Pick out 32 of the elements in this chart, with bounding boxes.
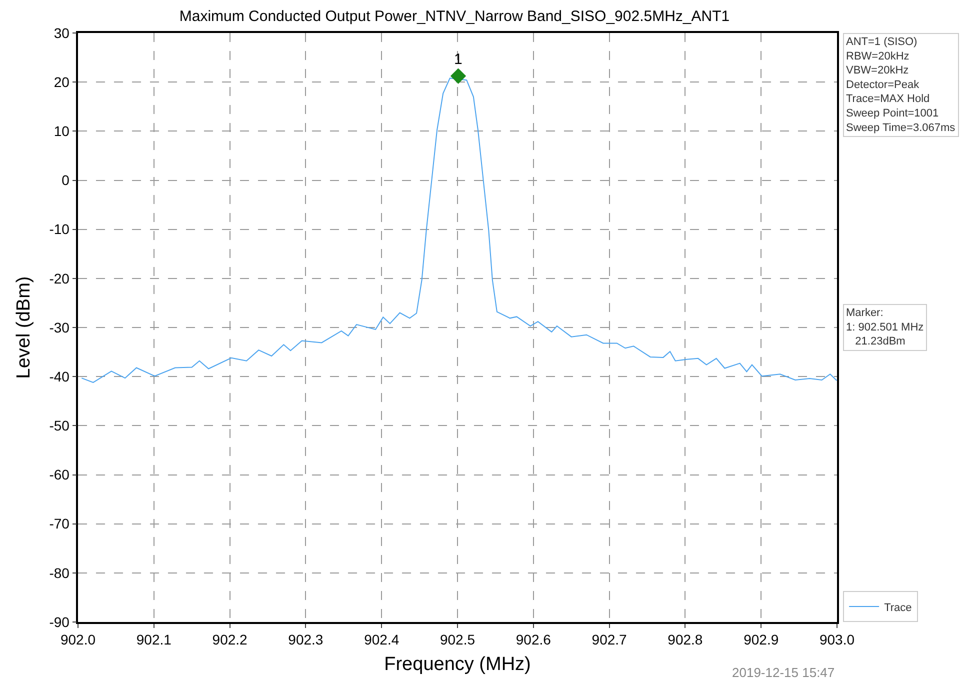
y-tick-label: 10 [54, 123, 70, 140]
x-tick-label: 902.1 [136, 632, 172, 648]
chart-title: Maximum Conducted Output Power_NTNV_Narrow Band_SISO_902.5MHz_ANT1 [179, 8, 730, 25]
text: Marker: 1: 902.501 MHz 21.23dBm [846, 307, 924, 348]
x-tick-label: 902.9 [744, 632, 779, 648]
x-tick-label: 902.6 [516, 632, 552, 648]
legend-label: Trace [884, 602, 912, 614]
x-tick-label: 902.2 [212, 632, 248, 648]
x-axis-title: Frequency (MHz) [384, 654, 531, 675]
x-tick-label: 902.7 [592, 632, 628, 648]
y-tick-label: -70 [49, 516, 70, 532]
x-tick-label: 902.3 [288, 632, 324, 648]
y-tick-label: 20 [54, 74, 70, 90]
text: 2019-12-15 15:47 [732, 665, 835, 680]
annotation: 1 [454, 51, 462, 68]
y-tick-label: -60 [49, 466, 70, 483]
y-tick-label: 0 [62, 172, 70, 188]
x-tick-label: 902.5 [440, 632, 476, 648]
y-tick-label: -80 [49, 564, 70, 581]
x-tick-label: 902.8 [668, 632, 703, 648]
y-tick-label: -40 [49, 368, 70, 384]
x-tick-label: 902.0 [60, 632, 96, 648]
x-tick-label: 902.4 [364, 632, 400, 648]
y-tick-label: -10 [49, 221, 70, 238]
y-tick-label: -90 [49, 614, 70, 630]
text: ANT=1 (SISO) RBW=20kHz VBW=20kHz Detector=Peak Trace=MAX Hold Sweep Point=1001 Sweep Time=3.067ms [846, 36, 956, 134]
y-tick-label: 30 [54, 24, 70, 41]
x-tick-label: 903.0 [819, 632, 855, 648]
y-tick-label: -50 [49, 418, 70, 434]
y-axis-title: Level (dBm) [14, 276, 34, 379]
y-tick-label: -30 [49, 319, 70, 336]
y-tick-label: -20 [49, 270, 70, 286]
